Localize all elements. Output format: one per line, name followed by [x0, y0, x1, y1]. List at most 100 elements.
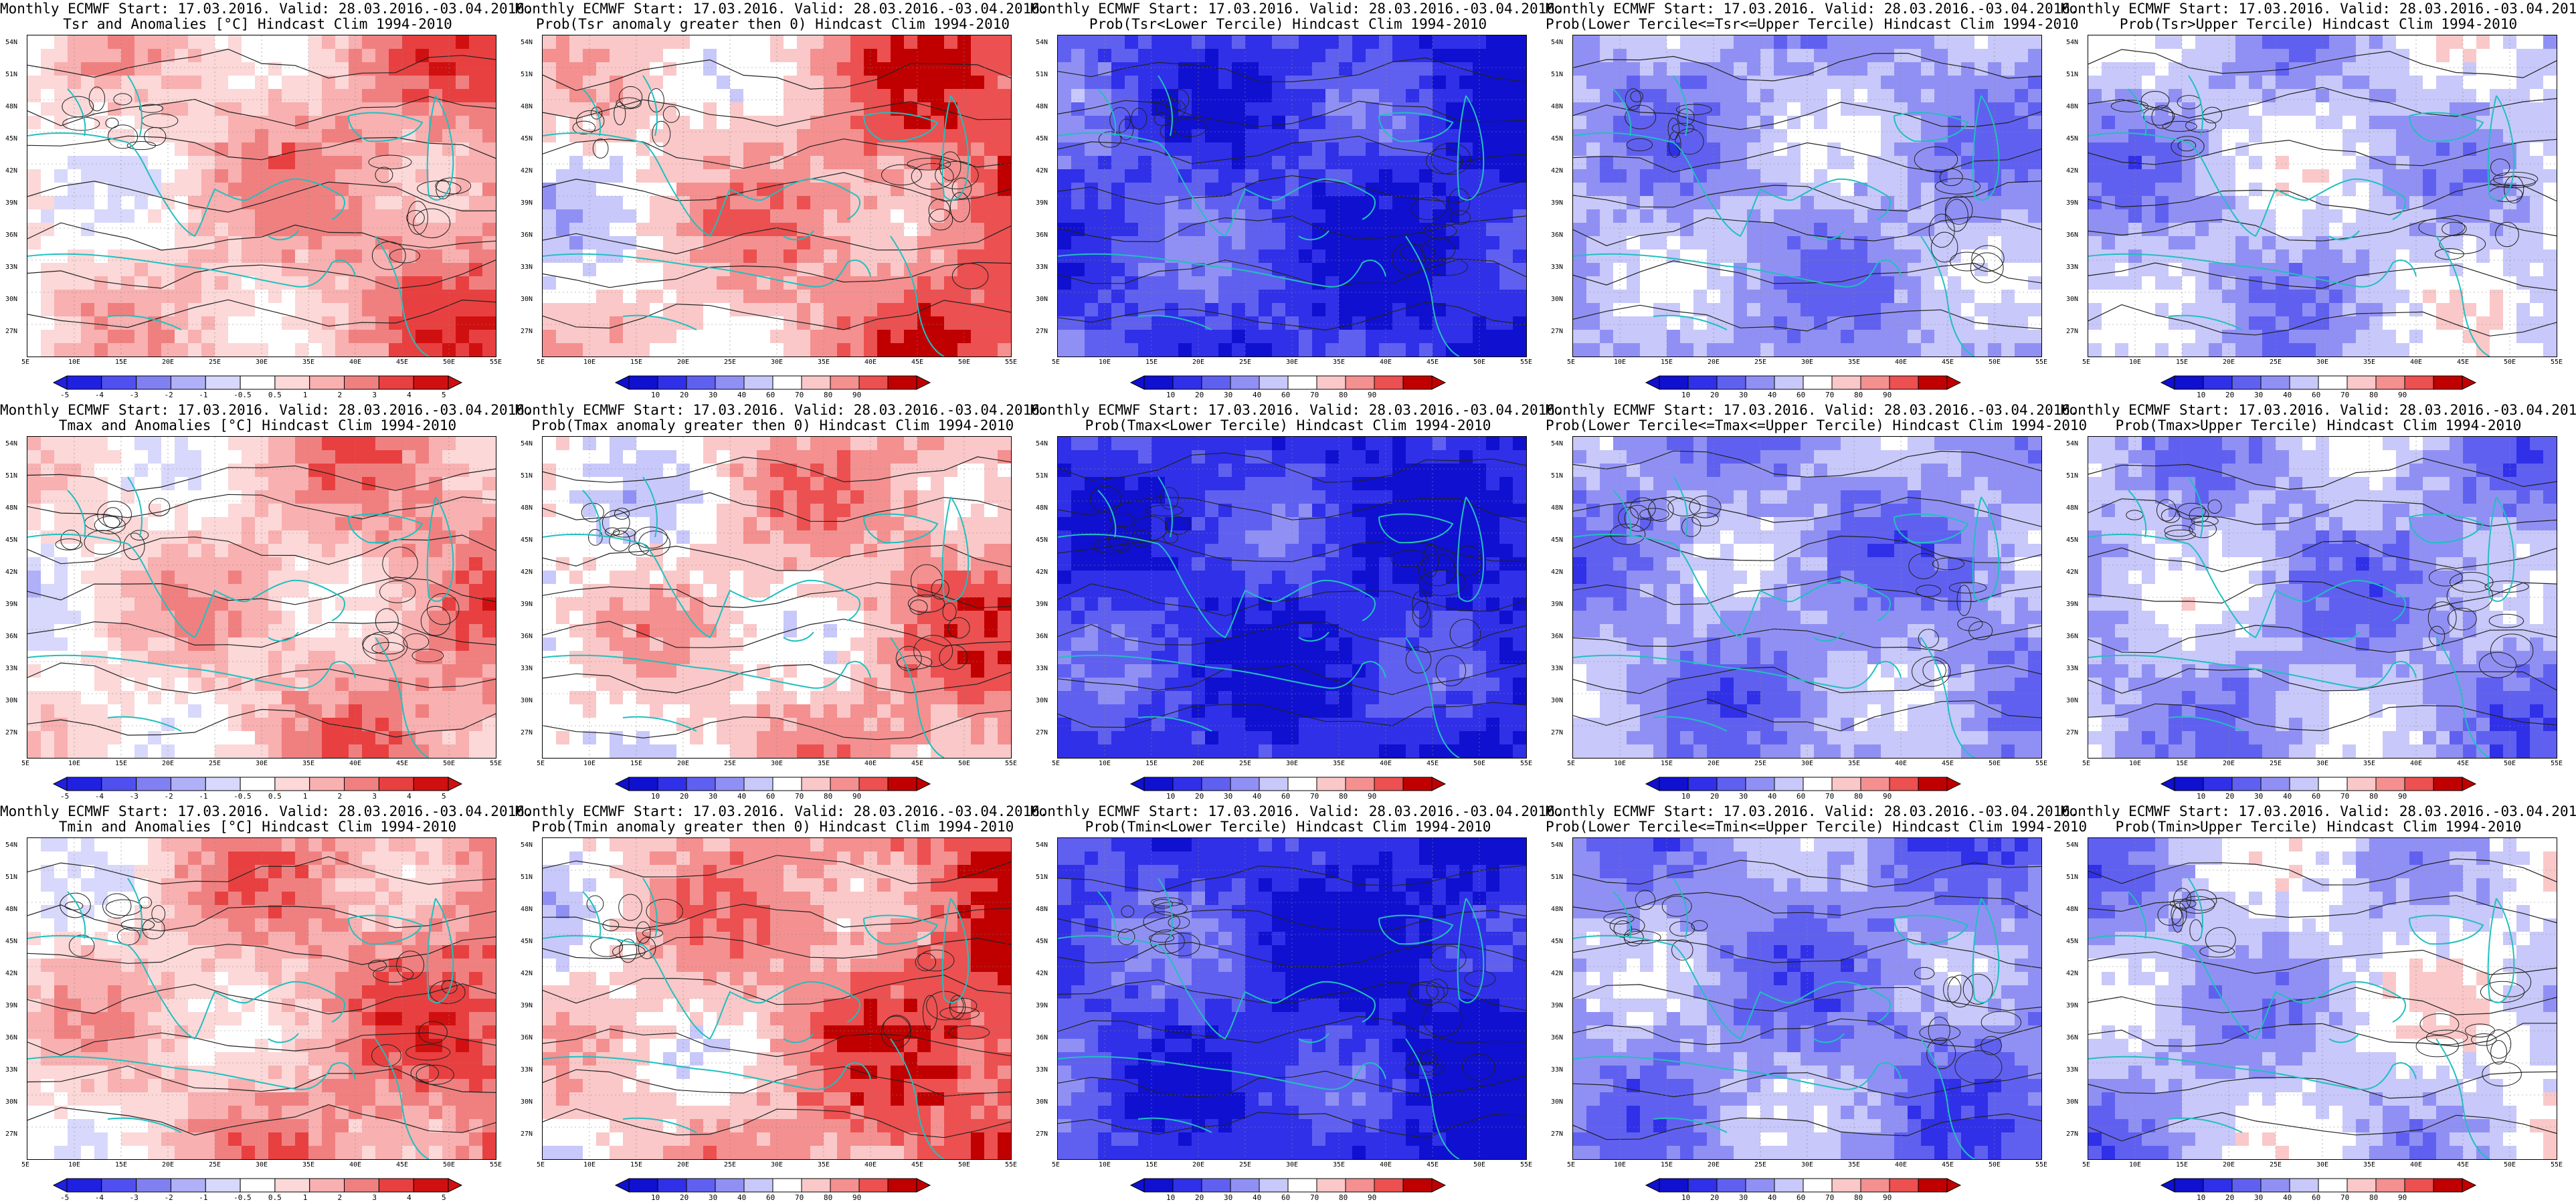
lon-label: 15E	[115, 1161, 128, 1169]
lat-label: 45N	[1036, 938, 1048, 945]
lon-label: 40E	[864, 359, 877, 366]
colorbar-tick-label: 90	[852, 391, 862, 399]
lon-label: 45E	[1942, 359, 1954, 366]
lon-label: 50E	[443, 1161, 456, 1169]
lat-label: 33N	[2066, 264, 2079, 271]
panel-title-line2: Prob(Tmax>Upper Tercile) Hindcast Clim 1…	[2115, 417, 2522, 433]
lat-label: 33N	[521, 264, 533, 271]
lat-label: 54N	[5, 841, 18, 849]
lat-label: 48N	[5, 504, 18, 512]
colorbar-tick-label: -0.5	[234, 792, 252, 801]
lat-label: 30N	[2066, 697, 2079, 704]
lat-label: 42N	[521, 167, 533, 175]
lat-label: 54N	[5, 440, 18, 447]
colorbar	[2160, 1178, 2477, 1193]
lat-label: 30N	[521, 1098, 533, 1106]
panel-title-line1: Monthly ECMWF Start: 17.03.2016. Valid: …	[2061, 1, 2576, 17]
lon-label: 30E	[1801, 359, 1814, 366]
lat-label: 30N	[5, 697, 18, 704]
colorbar	[2160, 777, 2477, 791]
lon-label: 5E	[1052, 359, 1061, 366]
colorbar-tick-label: 10	[2197, 1193, 2206, 1202]
lat-label: 45N	[1036, 135, 1048, 142]
colorbar-tick-label: 3	[372, 391, 377, 399]
colorbar-tick-label: 90	[852, 1193, 862, 1202]
lon-label: 55E	[2035, 1161, 2048, 1169]
probability-map	[2088, 436, 2557, 759]
lat-label: 54N	[1551, 440, 1564, 447]
panel-title-line2: Tsr and Anomalies [°C] Hindcast Clim 199…	[63, 16, 452, 32]
lon-label: 35E	[2363, 760, 2376, 767]
lon-label: 25E	[209, 359, 221, 366]
probability-map	[1057, 35, 1527, 357]
colorbar-tick-label: 40	[1253, 1193, 1262, 1202]
colorbar-tick-label: 30	[709, 391, 718, 399]
lon-label: 10E	[2129, 1161, 2142, 1169]
lon-label: 35E	[1333, 359, 1346, 366]
lon-label: 20E	[677, 760, 690, 767]
lat-label: 39N	[1551, 601, 1564, 608]
lon-label: 50E	[443, 760, 456, 767]
lon-label: 55E	[1520, 760, 1533, 767]
map-panel: Monthly ECMWF Start: 17.03.2016. Valid: …	[1546, 0, 2079, 401]
lat-label: 33N	[1551, 264, 1564, 271]
colorbar-tick-label: 20	[1195, 391, 1204, 399]
panel-title-line1: Monthly ECMWF Start: 17.03.2016. Valid: …	[0, 402, 533, 418]
lon-label: 35E	[1848, 1161, 1861, 1169]
lat-label: 51N	[2066, 472, 2079, 480]
colorbar-tick-label: 40	[1768, 792, 1777, 801]
lon-label: 45E	[2457, 359, 2470, 366]
probability-map	[2088, 837, 2557, 1160]
map-panel: Monthly ECMWF Start: 17.03.2016. Valid: …	[0, 0, 533, 401]
lat-label: 27N	[5, 1130, 18, 1138]
lon-label: 55E	[1005, 1161, 1018, 1169]
colorbar-tick-label: 10	[1166, 1193, 1176, 1202]
lat-label: 45N	[5, 135, 18, 142]
colorbar-tick-label: 4	[407, 792, 411, 801]
lat-label: 51N	[1551, 874, 1564, 881]
lat-label: 39N	[2066, 199, 2079, 207]
lat-label: 54N	[2066, 440, 2079, 447]
lat-label: 42N	[2066, 970, 2079, 977]
panel-title-line1: Monthly ECMWF Start: 17.03.2016. Valid: …	[515, 1, 1048, 17]
lon-label: 25E	[1239, 359, 1252, 366]
lon-label: 5E	[21, 1161, 30, 1169]
lon-label: 20E	[2223, 760, 2235, 767]
lat-label: 42N	[1036, 167, 1048, 175]
lon-label: 30E	[1286, 760, 1299, 767]
lon-label: 35E	[818, 760, 830, 767]
lon-label: 30E	[1801, 1161, 1814, 1169]
colorbar-tick-label: 20	[680, 391, 689, 399]
colorbar-tick-label: 60	[1797, 792, 1806, 801]
colorbar-tick-label: 3	[372, 792, 377, 801]
colorbar-tick-label: 90	[1883, 391, 1892, 399]
lat-label: 54N	[1036, 39, 1048, 46]
lat-label: 48N	[1036, 906, 1048, 913]
colorbar-tick-label: 60	[1281, 391, 1291, 399]
colorbar-tick-label: 30	[1739, 1193, 1748, 1202]
colorbar	[52, 375, 463, 390]
lat-label: 51N	[521, 472, 533, 480]
lat-label: 45N	[1036, 536, 1048, 544]
lat-label: 27N	[1551, 729, 1564, 736]
lat-label: 51N	[2066, 874, 2079, 881]
lat-label: 33N	[5, 1066, 18, 1074]
lat-label: 42N	[5, 970, 18, 977]
lat-label: 54N	[521, 39, 533, 46]
colorbar-tick-label: 80	[1339, 792, 1348, 801]
lon-label: 40E	[1380, 1161, 1392, 1169]
panel-title-line2: Prob(Tsr<Lower Tercile) Hindcast Clim 19…	[1089, 16, 1487, 32]
colorbar-tick-label: 20	[2225, 391, 2235, 399]
lat-label: 33N	[521, 665, 533, 672]
lat-label: 54N	[5, 39, 18, 46]
colorbar	[1129, 375, 1447, 390]
lon-label: 45E	[1427, 1161, 1439, 1169]
lon-label: 25E	[1239, 760, 1252, 767]
lon-label: 25E	[1239, 1161, 1252, 1169]
lat-label: 48N	[2066, 103, 2079, 110]
lat-label: 27N	[5, 729, 18, 736]
colorbar-tick-label: 60	[766, 1193, 775, 1202]
colorbar-tick-label: 80	[824, 792, 833, 801]
lat-label: 48N	[1551, 504, 1564, 512]
panel-title-line1: Monthly ECMWF Start: 17.03.2016. Valid: …	[1030, 1, 1564, 17]
